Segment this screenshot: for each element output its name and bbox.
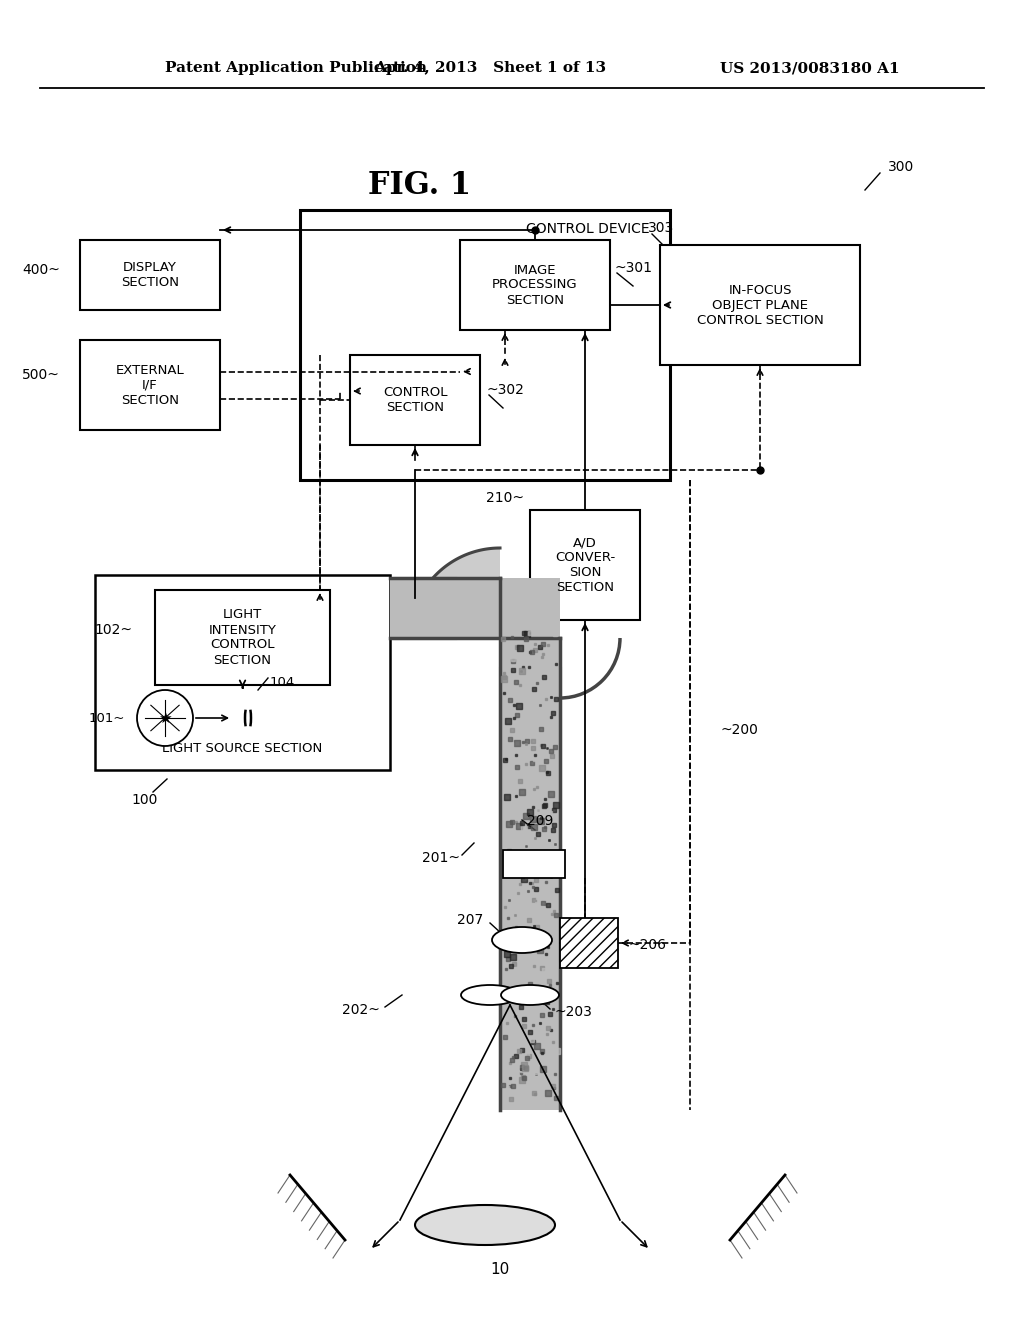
- Text: 201~: 201~: [422, 851, 460, 865]
- Ellipse shape: [501, 985, 559, 1005]
- Bar: [300, 210, 670, 480]
- Text: A/D
CONVER-
SION
SECTION: A/D CONVER- SION SECTION: [555, 536, 615, 594]
- Text: 400~: 400~: [23, 263, 60, 277]
- Circle shape: [137, 690, 193, 746]
- Ellipse shape: [461, 985, 519, 1005]
- Text: 101~: 101~: [88, 711, 125, 725]
- Text: ★: ★: [158, 710, 172, 726]
- Text: ~200: ~200: [720, 723, 758, 737]
- Text: Patent Application Publication: Patent Application Publication: [165, 61, 427, 75]
- Text: 202~: 202~: [342, 1003, 380, 1016]
- Bar: [503, 850, 565, 878]
- Bar: [560, 917, 618, 968]
- Text: FIG. 1: FIG. 1: [369, 169, 471, 201]
- Bar: [80, 240, 220, 310]
- Text: ~302: ~302: [487, 383, 525, 397]
- Ellipse shape: [492, 927, 552, 953]
- Text: ~301: ~301: [615, 261, 653, 275]
- Bar: [500, 668, 560, 1110]
- Ellipse shape: [415, 1205, 555, 1245]
- Bar: [155, 590, 330, 685]
- Bar: [390, 579, 560, 638]
- Text: IMAGE
PROCESSING
SECTION: IMAGE PROCESSING SECTION: [493, 264, 578, 306]
- Bar: [95, 576, 390, 770]
- Text: LIGHT
INTENSITY
CONTROL
SECTION: LIGHT INTENSITY CONTROL SECTION: [209, 609, 276, 667]
- Bar: [500, 578, 560, 1110]
- Text: CONTROL
SECTION: CONTROL SECTION: [383, 385, 447, 414]
- Text: 102~: 102~: [94, 623, 132, 638]
- Text: DISPLAY
SECTION: DISPLAY SECTION: [121, 261, 179, 289]
- Text: ~206: ~206: [628, 939, 666, 952]
- Text: EXTERNAL
I/F
SECTION: EXTERNAL I/F SECTION: [116, 363, 184, 407]
- Bar: [395, 578, 455, 638]
- Text: 210~: 210~: [486, 491, 524, 506]
- Text: US 2013/0083180 A1: US 2013/0083180 A1: [720, 61, 900, 75]
- Polygon shape: [410, 548, 500, 638]
- Bar: [530, 510, 640, 620]
- Text: 500~: 500~: [23, 368, 60, 381]
- Bar: [350, 355, 480, 445]
- Text: LIGHT SOURCE SECTION: LIGHT SOURCE SECTION: [162, 742, 323, 755]
- Bar: [460, 240, 610, 330]
- Text: 209: 209: [526, 814, 553, 828]
- Text: 207: 207: [457, 913, 483, 927]
- Text: 104: 104: [270, 676, 295, 689]
- Text: 100: 100: [132, 793, 158, 807]
- Bar: [660, 246, 860, 366]
- Bar: [80, 341, 220, 430]
- Text: IN-FOCUS
OBJECT PLANE
CONTROL SECTION: IN-FOCUS OBJECT PLANE CONTROL SECTION: [696, 284, 823, 326]
- Text: CONTROL DEVICE: CONTROL DEVICE: [526, 222, 650, 236]
- Text: Apr. 4, 2013   Sheet 1 of 13: Apr. 4, 2013 Sheet 1 of 13: [374, 61, 606, 75]
- Text: ~203: ~203: [555, 1005, 593, 1019]
- Text: 10: 10: [490, 1262, 510, 1278]
- Text: 300: 300: [888, 160, 914, 174]
- Text: 303: 303: [648, 220, 674, 235]
